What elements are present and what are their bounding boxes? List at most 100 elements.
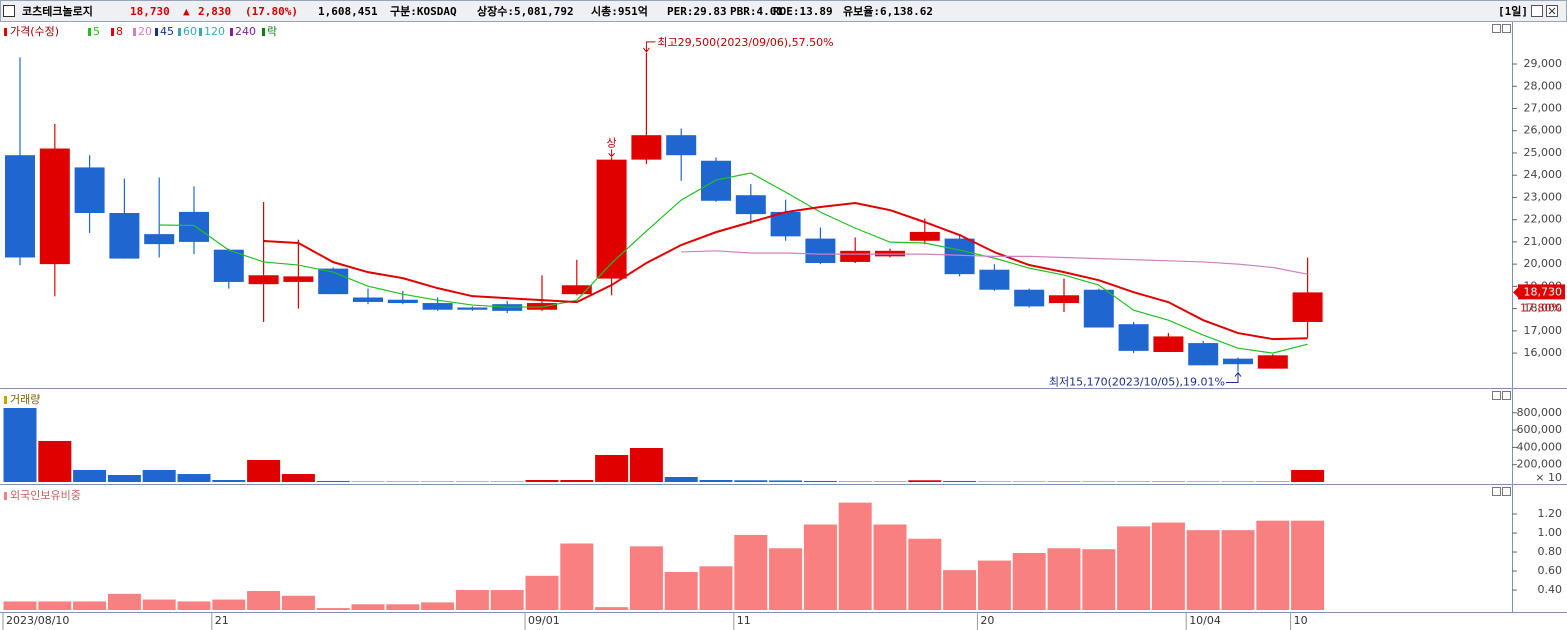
candle-body (1014, 289, 1045, 307)
shares: 상장수:5,081,792 (477, 4, 574, 18)
candle-body (248, 275, 279, 285)
bar (281, 474, 315, 482)
candle-body (422, 303, 453, 310)
panel-button[interactable] (1492, 391, 1501, 400)
legend-swatch (4, 492, 7, 500)
bar (664, 476, 698, 482)
pbr: PBR:4.01 (730, 5, 783, 18)
bar (386, 604, 420, 610)
candle-body (1049, 295, 1079, 304)
legend-swatch (199, 28, 202, 36)
high-annotation: 최고29,500(2023/09/06),57.50% (657, 36, 833, 49)
bar (629, 546, 663, 610)
bar (664, 571, 698, 610)
bar (1186, 530, 1220, 610)
candle-body (735, 195, 766, 215)
candle-body (457, 307, 488, 310)
legend-label: 120 (204, 25, 225, 38)
candle-body (596, 159, 627, 279)
bar (734, 534, 768, 610)
y-tick-label: 22,000 (1524, 213, 1563, 226)
close-icon (1548, 7, 1556, 15)
bar (351, 604, 385, 610)
y-tick-label: 29,000 (1524, 57, 1563, 70)
x-tick-label: 11 (737, 614, 751, 627)
volume: 1,608,451 (318, 5, 378, 18)
bar (1012, 552, 1046, 610)
price-tag-label: 18,730 (1524, 285, 1563, 298)
bar (803, 480, 837, 482)
annotation-arrow (1226, 371, 1242, 384)
bar (38, 601, 72, 610)
bar (1117, 526, 1151, 610)
market-cap: 시총:951억 (591, 4, 648, 18)
y-tick-label: 25,000 (1524, 146, 1563, 159)
bar (595, 607, 629, 610)
candle-body (1223, 358, 1253, 365)
legend-label: 20 (138, 25, 152, 38)
candle-body (944, 238, 975, 275)
candle-body (1118, 324, 1149, 351)
panel-button[interactable] (1502, 391, 1511, 400)
candle-body (1292, 292, 1323, 322)
bar (177, 474, 211, 482)
price: 18,730 (130, 5, 170, 18)
legend-label: 45 (160, 25, 174, 38)
x-tick-label: 10 (1294, 614, 1308, 627)
bar (455, 590, 489, 610)
candle-body (318, 268, 349, 295)
candle-body (144, 234, 175, 245)
legend-label: 5 (93, 25, 100, 38)
legend-swatch (178, 28, 181, 36)
bar (838, 502, 872, 610)
change-rate: (17.80%) (245, 5, 298, 18)
restore-button[interactable] (1531, 5, 1543, 17)
candle-body (527, 303, 557, 310)
y-tick-label: 0.40 (1538, 583, 1563, 596)
candle-body (179, 211, 209, 242)
panel-button[interactable] (1502, 487, 1511, 496)
bar (107, 474, 141, 482)
candle-body (909, 231, 940, 241)
candle-body (840, 250, 871, 262)
header-bar: 코츠테크놀로지 18,730 ▲ 2,830 (17.80%) 1,608,45… (0, 0, 1567, 22)
candle-body (1188, 343, 1219, 366)
candle-body (631, 135, 662, 160)
candle-body (283, 276, 314, 282)
legend-swatch (133, 28, 136, 36)
candle-body (1153, 336, 1184, 352)
bar (734, 480, 768, 482)
legend-swatch (88, 28, 91, 36)
bar (142, 599, 176, 610)
bar (1291, 520, 1325, 610)
bar (1256, 520, 1290, 610)
reserve-ratio: 유보율:6,138.62 (843, 5, 933, 18)
candle-body (109, 213, 140, 259)
y-tick-label: 0.60 (1538, 564, 1563, 577)
bar (3, 601, 37, 610)
bar (699, 566, 733, 610)
bar (316, 608, 350, 610)
bar (38, 440, 72, 482)
panel-title: 외국인보유비중 (10, 489, 81, 502)
period-button[interactable]: [1일] (1498, 4, 1528, 18)
y-tick-label: 18,000 (1524, 302, 1563, 315)
candle-body (805, 238, 836, 264)
bar (212, 480, 246, 482)
legend-swatch (111, 28, 114, 36)
checkbox[interactable] (3, 5, 15, 17)
panel-frames (0, 22, 1567, 613)
y-tick-label: 200,000 (1517, 458, 1563, 471)
panel-button[interactable] (1492, 487, 1501, 496)
panel-button[interactable] (1492, 24, 1501, 33)
legend-label: 락 (267, 25, 277, 38)
bar (1221, 530, 1255, 610)
legend-title: 가격(수정) (10, 25, 59, 38)
bar (560, 480, 594, 482)
bar (73, 469, 107, 482)
legend-swatch (230, 28, 233, 36)
panel-button[interactable] (1502, 24, 1511, 33)
candle-body (1083, 289, 1114, 328)
candle-body (1257, 355, 1288, 369)
